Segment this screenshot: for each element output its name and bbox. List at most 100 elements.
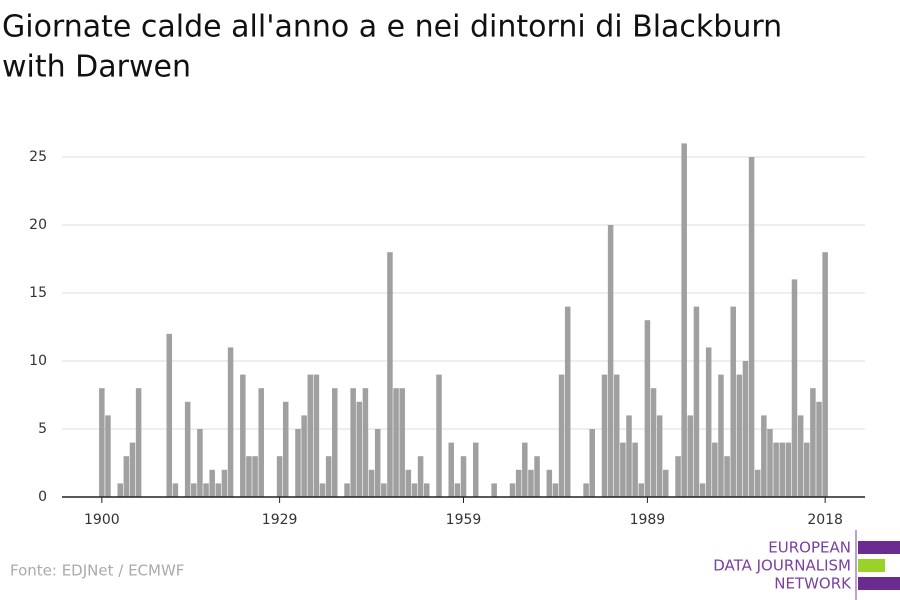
- bar: [252, 456, 258, 497]
- bar: [730, 306, 736, 497]
- bar: [564, 306, 571, 497]
- bar: [607, 225, 614, 497]
- bar: [368, 469, 375, 497]
- bar: [681, 143, 687, 497]
- bar: [736, 374, 743, 497]
- bar: [276, 456, 283, 497]
- bar: [589, 429, 595, 497]
- bar: [656, 415, 663, 497]
- chart-title: Giornate calde all'anno a e nei dintorni…: [2, 10, 782, 45]
- bar: [491, 483, 497, 497]
- logo-bar: [858, 559, 885, 572]
- bar: [240, 374, 246, 497]
- bar: [387, 252, 393, 497]
- bar: [558, 374, 565, 497]
- bar: [687, 415, 694, 497]
- bar: [166, 333, 173, 497]
- bar: [816, 401, 822, 497]
- x-tick-label: 1929: [262, 512, 298, 528]
- bar: [638, 483, 645, 497]
- bar: [601, 374, 608, 497]
- bar: [822, 252, 828, 497]
- y-tick-label: 10: [29, 353, 47, 369]
- bar: [797, 415, 804, 497]
- bar: [761, 415, 767, 497]
- logo-text: NETWORK: [774, 575, 852, 593]
- bar: [405, 469, 412, 497]
- bar: [399, 388, 405, 497]
- bar: [319, 483, 326, 497]
- bar: [632, 442, 638, 497]
- chart-title: with Darwen: [2, 50, 191, 85]
- bar: [509, 483, 516, 497]
- bar: [246, 456, 252, 497]
- bar: [417, 456, 424, 497]
- bar: [197, 429, 203, 497]
- bar: [301, 415, 307, 497]
- y-tick-label: 15: [29, 285, 47, 301]
- bar: [754, 469, 761, 497]
- bar: [522, 442, 528, 497]
- bar: [767, 429, 773, 497]
- bar: [773, 442, 779, 497]
- bar: [718, 374, 724, 497]
- bar: [227, 347, 234, 497]
- bar: [436, 374, 442, 497]
- bar: [381, 483, 387, 497]
- bar: [393, 388, 399, 497]
- bar: [350, 388, 356, 497]
- source: Fonte: EDJNet / ECMWF: [10, 562, 184, 580]
- y-tick-label: 5: [38, 421, 47, 437]
- logo-text: DATA JOURNALISM: [713, 557, 851, 575]
- logo-bar: [858, 541, 900, 554]
- logo-text: EUROPEAN: [768, 539, 851, 557]
- bar: [699, 483, 706, 497]
- bar: [221, 469, 228, 497]
- bar: [295, 429, 301, 497]
- bar: [693, 306, 700, 497]
- x-tick-label: 2018: [807, 512, 843, 528]
- bar: [99, 388, 105, 497]
- bar: [203, 483, 209, 497]
- bar: [448, 442, 454, 497]
- bar: [129, 442, 136, 497]
- bar: [705, 347, 712, 497]
- bar: [650, 388, 657, 497]
- bar: [528, 469, 534, 497]
- bar: [620, 442, 626, 497]
- bar: [215, 483, 222, 497]
- bar: [209, 469, 215, 497]
- bar: [724, 456, 730, 497]
- bar: [374, 429, 381, 497]
- bar: [325, 456, 332, 497]
- bar: [748, 157, 755, 497]
- bar: [626, 415, 632, 497]
- bar: [362, 388, 369, 497]
- bar: [644, 320, 651, 497]
- bar: [583, 483, 589, 497]
- bar: [552, 483, 559, 497]
- bar: [313, 374, 320, 497]
- bar: [791, 279, 798, 497]
- bar: [534, 456, 540, 497]
- bar: [411, 483, 418, 497]
- bar: [515, 469, 522, 497]
- y-tick-label: 25: [29, 149, 47, 165]
- bar: [712, 442, 718, 497]
- bar: [742, 361, 749, 497]
- bar: [423, 483, 430, 497]
- bar: [460, 456, 467, 497]
- bar: [307, 374, 314, 497]
- logo-bar: [858, 577, 900, 590]
- x-tick-label: 1900: [84, 512, 120, 528]
- y-tick-label: 0: [38, 489, 47, 505]
- bar: [675, 456, 681, 497]
- y-tick-label: 20: [29, 217, 47, 233]
- bar: [282, 401, 289, 497]
- bar: [546, 469, 553, 497]
- bar: [184, 401, 191, 497]
- bar: [117, 483, 123, 497]
- bar: [454, 483, 461, 497]
- bar: [172, 483, 179, 497]
